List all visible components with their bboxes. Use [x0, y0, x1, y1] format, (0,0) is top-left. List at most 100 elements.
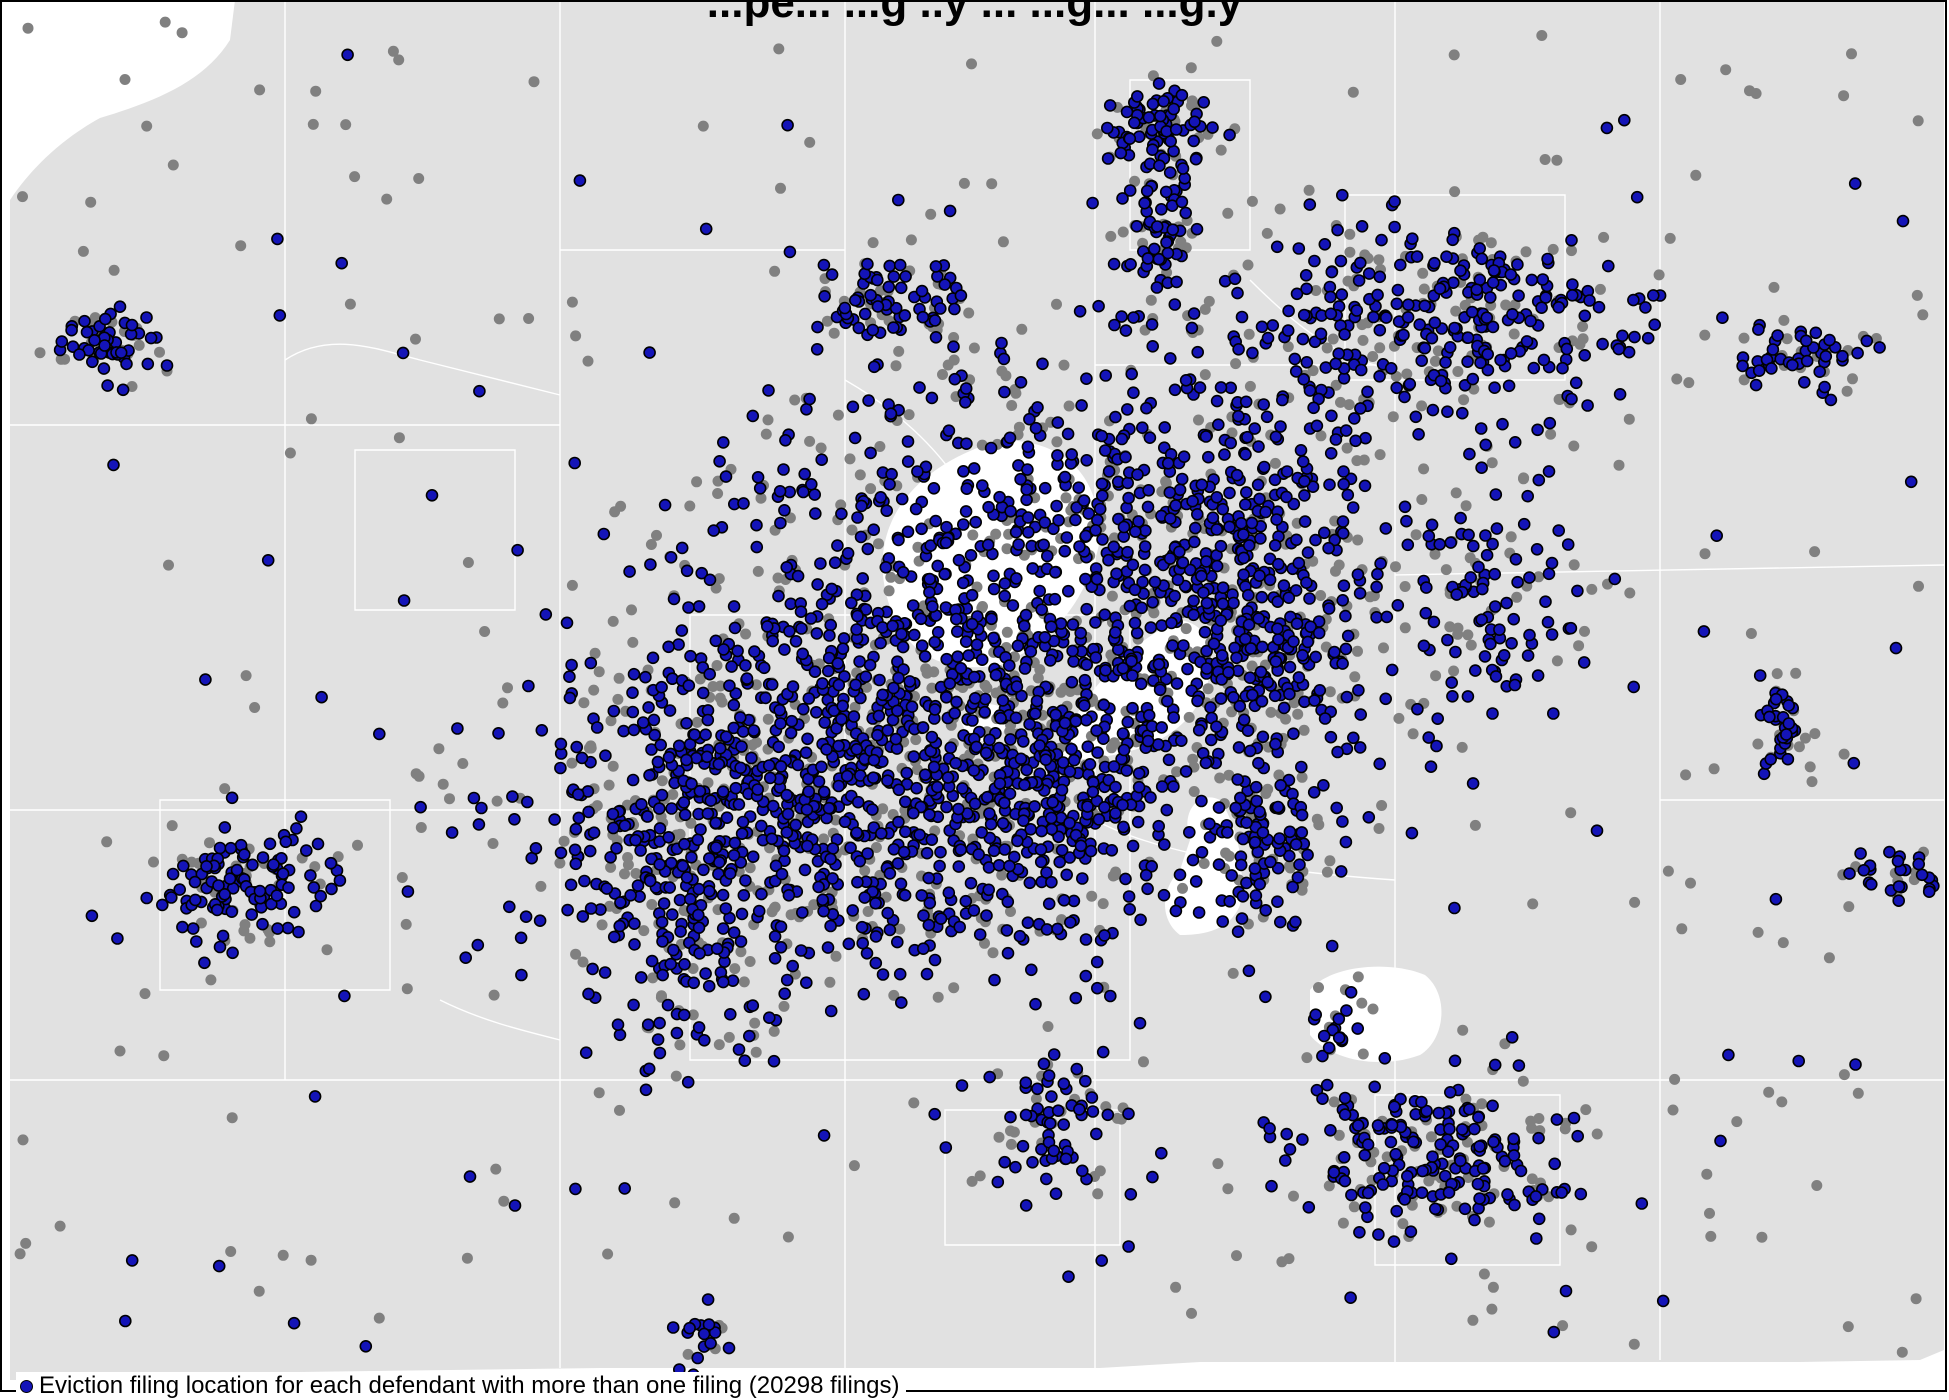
- repeat-filing-point: [808, 665, 822, 679]
- repeat-filing-point: [1079, 572, 1092, 586]
- repeat-filing-point: [1608, 572, 1622, 586]
- other-filing-point: [669, 1197, 681, 1209]
- other-filing-point: [873, 538, 884, 550]
- other-filing-point: [977, 601, 988, 612]
- repeat-filing-point: [1011, 834, 1024, 848]
- repeat-filing-point: [1131, 815, 1145, 829]
- repeat-filing-point: [1097, 698, 1111, 712]
- repeat-filing-point: [1243, 671, 1257, 685]
- repeat-filing-point: [982, 861, 996, 874]
- repeat-filing-point: [994, 711, 1007, 725]
- other-filing-point: [744, 862, 756, 874]
- repeat-filing-point: [846, 904, 860, 917]
- other-filing-point: [1148, 607, 1160, 619]
- repeat-filing-point: [664, 550, 678, 564]
- repeat-filing-point: [1102, 465, 1116, 478]
- repeat-filing-point: [1002, 659, 1016, 672]
- repeat-filing-point: [1372, 1228, 1385, 1241]
- repeat-filing-point: [1105, 843, 1119, 857]
- other-filing-point: [1198, 858, 1210, 869]
- repeat-filing-point: [1210, 559, 1224, 573]
- repeat-filing-point: [1486, 276, 1500, 289]
- other-filing-point: [1001, 543, 1013, 555]
- repeat-filing-point: [1218, 448, 1231, 461]
- repeat-filing-point: [812, 880, 825, 894]
- repeat-filing-point: [680, 716, 693, 730]
- repeat-filing-point: [1128, 583, 1142, 597]
- repeat-filing-point: [1252, 756, 1265, 770]
- repeat-filing-point: [704, 794, 718, 808]
- repeat-filing-point: [949, 756, 963, 770]
- other-filing-point: [605, 715, 617, 727]
- repeat-filing-point: [1312, 626, 1326, 640]
- other-filing-point: [1390, 561, 1401, 573]
- repeat-filing-point: [451, 722, 464, 735]
- repeat-filing-point: [933, 302, 947, 315]
- other-filing-point: [593, 666, 605, 678]
- repeat-filing-point: [1374, 557, 1387, 570]
- repeat-filing-point: [1192, 723, 1206, 737]
- repeat-filing-point: [1253, 805, 1266, 819]
- repeat-filing-point: [661, 998, 675, 1012]
- repeat-filing-point: [341, 48, 354, 62]
- repeat-filing-point: [1121, 545, 1134, 559]
- repeat-filing-point: [1102, 553, 1115, 567]
- repeat-filing-point: [838, 815, 852, 829]
- repeat-filing-point: [324, 856, 338, 870]
- repeat-filing-point: [1179, 373, 1193, 387]
- repeat-filing-point: [1296, 1133, 1309, 1146]
- repeat-filing-point: [1086, 1105, 1100, 1118]
- repeat-filing-point: [675, 624, 689, 637]
- other-filing-point: [1450, 305, 1462, 317]
- repeat-filing-point: [844, 596, 858, 610]
- repeat-filing-point: [1248, 422, 1261, 435]
- repeat-filing-point: [1098, 444, 1112, 457]
- repeat-filing-point: [190, 935, 203, 948]
- repeat-filing-point: [1401, 1169, 1414, 1183]
- repeat-filing-point: [1578, 348, 1591, 362]
- repeat-filing-point: [1390, 297, 1404, 311]
- repeat-filing-point: [506, 790, 519, 803]
- repeat-filing-point: [1710, 529, 1723, 543]
- repeat-filing-point: [1082, 507, 1095, 520]
- repeat-filing-point: [1308, 694, 1321, 707]
- repeat-filing-point: [810, 342, 824, 356]
- repeat-filing-point: [851, 609, 864, 623]
- repeat-filing-point: [1090, 955, 1104, 969]
- repeat-filing-point: [1468, 1122, 1481, 1136]
- repeat-filing-point: [1656, 1294, 1670, 1308]
- repeat-filing-point: [554, 761, 567, 775]
- repeat-filing-point: [716, 785, 730, 799]
- repeat-filing-point: [1134, 913, 1147, 927]
- other-filing-point: [846, 524, 858, 536]
- repeat-filing-point: [1042, 1069, 1056, 1082]
- repeat-filing-point: [1433, 282, 1447, 296]
- other-filing-point: [1097, 898, 1109, 910]
- repeat-filing-point: [750, 540, 764, 554]
- repeat-filing-point: [1271, 800, 1285, 814]
- repeat-filing-point: [1047, 1048, 1061, 1061]
- other-filing-point: [1243, 328, 1255, 340]
- repeat-filing-point: [1509, 552, 1523, 566]
- repeat-filing-point: [1242, 618, 1256, 632]
- repeat-filing-point: [750, 518, 763, 532]
- repeat-filing-point: [1235, 912, 1249, 925]
- other-filing-point: [1591, 1128, 1603, 1140]
- repeat-filing-point: [1891, 854, 1905, 868]
- repeat-filing-point: [1099, 663, 1112, 677]
- repeat-filing-point: [943, 677, 957, 690]
- repeat-filing-point: [866, 803, 879, 816]
- repeat-filing-point: [781, 807, 795, 821]
- repeat-filing-point: [611, 1018, 625, 1031]
- repeat-filing-point: [1120, 105, 1134, 119]
- repeat-filing-point: [1296, 648, 1309, 662]
- other-filing-point: [1448, 49, 1460, 61]
- repeat-filing-point: [710, 942, 724, 956]
- repeat-filing-point: [768, 951, 782, 965]
- repeat-filing-point: [325, 882, 338, 896]
- repeat-filing-point: [861, 542, 875, 556]
- repeat-filing-point: [1443, 340, 1457, 354]
- repeat-filing-point: [1355, 220, 1369, 233]
- repeat-filing-point: [1799, 334, 1813, 348]
- repeat-filing-point: [1520, 335, 1534, 348]
